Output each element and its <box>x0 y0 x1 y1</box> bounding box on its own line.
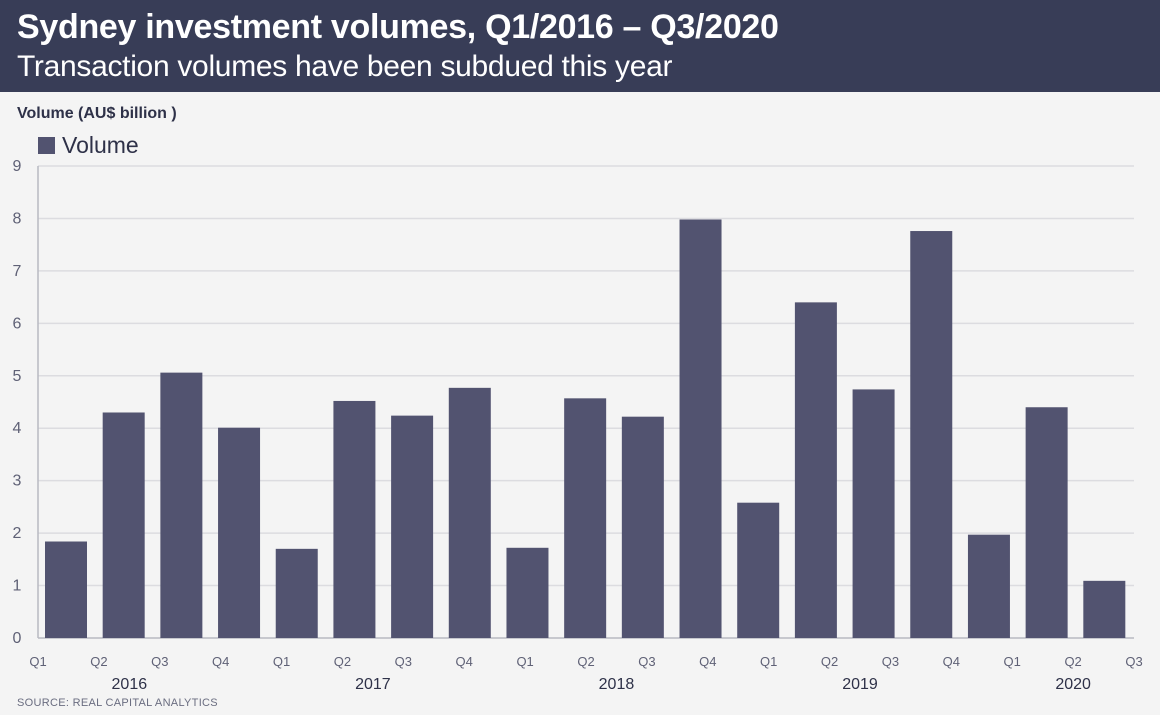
bar <box>679 219 722 638</box>
y-tick-label: 8 <box>13 210 22 227</box>
bar <box>160 372 203 638</box>
bar <box>45 541 87 638</box>
year-label: 2020 <box>1055 676 1091 693</box>
y-tick-label: 0 <box>13 630 22 647</box>
year-label: 2018 <box>599 676 635 693</box>
year-label: 2016 <box>112 676 148 693</box>
x-tick-label: Q4 <box>212 654 229 669</box>
chart-header: Sydney investment volumes, Q1/2016 – Q3/… <box>0 0 1160 92</box>
year-label: 2019 <box>842 676 878 693</box>
chart-subtitle: Transaction volumes have been subdued th… <box>17 50 673 83</box>
x-tick-label: Q3 <box>882 654 899 669</box>
bar <box>506 547 549 638</box>
y-tick-label: 3 <box>13 473 22 490</box>
bar <box>448 387 491 638</box>
year-label: 2017 <box>355 676 391 693</box>
y-tick-label: 1 <box>13 578 22 595</box>
x-tick-label: Q4 <box>699 654 716 669</box>
bar <box>564 398 607 638</box>
bar <box>967 534 1010 638</box>
x-tick-label: Q2 <box>1064 654 1081 669</box>
x-tick-label: Q1 <box>273 654 290 669</box>
y-tick-label: 9 <box>13 158 22 175</box>
bar <box>275 548 318 638</box>
x-tick-label: Q4 <box>943 654 960 669</box>
x-tick-label: Q2 <box>334 654 351 669</box>
x-tick-label: Q3 <box>395 654 412 669</box>
legend-swatch <box>38 137 55 154</box>
x-tick-label: Q1 <box>516 654 533 669</box>
x-tick-label: Q2 <box>577 654 594 669</box>
x-tick-label: Q2 <box>90 654 107 669</box>
bar <box>1083 580 1126 638</box>
x-tick-label: Q4 <box>456 654 473 669</box>
legend: Volume <box>38 132 139 159</box>
x-tick-label: Q3 <box>1125 654 1142 669</box>
bar <box>910 231 953 638</box>
x-tick-label: Q1 <box>29 654 46 669</box>
x-tick-label: Q3 <box>151 654 168 669</box>
source-note: SOURCE: REAL CAPITAL ANALYTICS <box>17 697 218 709</box>
y-tick-label: 6 <box>13 315 22 332</box>
y-tick-label: 5 <box>13 368 22 385</box>
bar <box>621 416 664 638</box>
bar <box>794 302 837 638</box>
y-tick-label: 7 <box>13 263 22 280</box>
bar <box>391 415 434 638</box>
bar <box>218 427 261 638</box>
chart-title: Sydney investment volumes, Q1/2016 – Q3/… <box>17 8 779 46</box>
bar <box>102 412 145 638</box>
x-tick-label: Q1 <box>760 654 777 669</box>
bar <box>737 502 780 638</box>
y-axis-label: Volume (AU$ billion ) <box>17 105 177 122</box>
y-tick-label: 4 <box>13 420 22 437</box>
bar <box>1025 407 1068 638</box>
legend-label: Volume <box>62 132 139 158</box>
x-tick-label: Q1 <box>1004 654 1021 669</box>
bar <box>333 400 376 638</box>
x-tick-label: Q3 <box>638 654 655 669</box>
y-tick-label: 2 <box>13 525 22 542</box>
x-tick-label: Q2 <box>821 654 838 669</box>
bar <box>852 389 895 638</box>
